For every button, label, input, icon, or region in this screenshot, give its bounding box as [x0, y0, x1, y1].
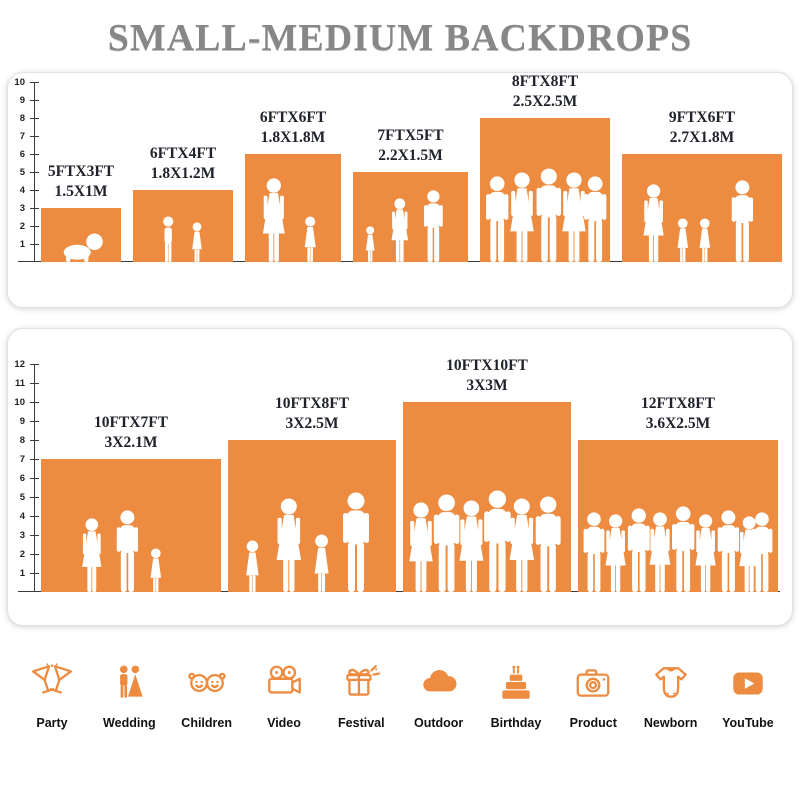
backdrop-item: 6FTX4FT 1.8X1.2M: [133, 144, 233, 262]
birthday-icon: [495, 662, 537, 709]
size-ft: 6FTX6FT: [259, 109, 327, 127]
category-label: YouTube: [722, 716, 774, 730]
backdrop-item: 9FTX6FT 2.7X1.8M: [622, 108, 782, 262]
people-silhouette-icon: [365, 190, 443, 262]
size-label: 10FTX10FT 3X3M: [446, 356, 528, 395]
size-m: 2.7X1.8M: [669, 128, 735, 146]
size-label: 12FTX8FT 3.6X2.5M: [641, 394, 715, 433]
ruler-axis: 1 2 3 4 5 6 7 8 9 10 11 12: [14, 359, 39, 592]
video-icon: [263, 662, 305, 709]
backdrop-item: 7FTX5FT 2.2X1.5M: [353, 126, 468, 262]
category-product: Product: [565, 662, 621, 730]
size-ft: 10FTX8FT: [274, 395, 350, 413]
backdrop-bar: [41, 459, 221, 592]
category-label: Festival: [338, 716, 385, 730]
wedding-icon: [108, 662, 150, 709]
size-label: 10FTX7FT 3X2.1M: [94, 413, 168, 452]
category-label: Wedding: [103, 716, 156, 730]
people-silhouette-icon: [583, 506, 773, 592]
size-ft: 7FTX5FT: [377, 127, 444, 145]
size-ft: 6FTX4FT: [149, 145, 217, 163]
ruler-axis: 1 2 3 4 5 6 7 8 9 10: [14, 77, 39, 262]
size-ft: 12FTX8FT: [640, 395, 716, 413]
category-label: Video: [267, 716, 301, 730]
youtube-icon: [727, 662, 769, 709]
backdrop-item: 6FTX6FT 1.8X1.8M: [245, 108, 341, 262]
backdrop-item: 8FTX8FT 2.5X2.5M: [480, 72, 610, 262]
size-m: 1.8X1.2M: [150, 164, 216, 182]
outdoor-icon: [418, 662, 460, 709]
people-silhouette-icon: [82, 510, 162, 592]
size-ft: 10FTX10FT: [446, 357, 528, 375]
festival-icon: [340, 662, 382, 709]
panel-medium-backdrops: 1 2 3 4 5 6 7 8 9 10 11 12 10FTX7FT 3X2.1M 10FTX8FT…: [7, 328, 793, 626]
backdrop-item: 5FTX3FT 1.5X1M: [41, 162, 121, 262]
size-m: 3X2.5M: [285, 414, 339, 432]
category-row: Party Wedding: [0, 662, 800, 730]
people-silhouette-icon: [486, 168, 607, 262]
people-silhouette-icon: [643, 180, 754, 262]
size-ft: 9FTX6FT: [668, 109, 736, 127]
category-festival: Festival: [333, 662, 389, 730]
category-label: Birthday: [490, 716, 542, 730]
backdrop-item: 10FTX10FT 3X3M: [403, 356, 571, 592]
category-party: Party: [24, 662, 80, 730]
size-label: 7FTX5FT 2.2X1.5M: [377, 126, 443, 165]
bars-row: 10FTX7FT 3X2.1M 10FTX8FT 3X2.5M: [41, 356, 778, 592]
children-icon: [186, 662, 228, 709]
size-m: 1.8X1.8M: [260, 128, 326, 146]
size-label: 8FTX8FT 2.5X2.5M: [512, 72, 578, 111]
category-newborn: Newborn: [643, 662, 699, 730]
category-outdoor: Outdoor: [411, 662, 467, 730]
size-m: 3X2.1M: [104, 433, 158, 451]
panel-small-backdrops: 1 2 3 4 5 6 7 8 9 10 5FTX3FT 1.5X1M 6FTX4FT 1.8X1…: [7, 72, 793, 308]
category-label: Party: [36, 716, 68, 730]
backdrop-bar: [245, 154, 341, 262]
category-wedding: Wedding: [101, 662, 157, 730]
backdrop-bar: [133, 190, 233, 262]
category-label: Product: [569, 716, 617, 730]
backdrop-bar: [403, 402, 571, 592]
category-birthday: Birthday: [488, 662, 544, 730]
people-silhouette-icon: [246, 492, 369, 592]
people-silhouette-icon: [409, 490, 561, 592]
size-ft: 10FTX7FT: [93, 414, 169, 432]
category-video: Video: [256, 662, 312, 730]
backdrop-item: 10FTX8FT 3X2.5M: [228, 394, 396, 592]
category-label: Newborn: [643, 716, 698, 730]
party-icon: [31, 662, 73, 709]
category-label: Outdoor: [413, 716, 464, 730]
size-ft: 5FTX3FT: [47, 163, 115, 181]
size-label: 6FTX4FT 1.8X1.2M: [150, 144, 216, 183]
backdrop-bar: [622, 154, 782, 262]
category-youtube: YouTube: [720, 662, 776, 730]
backdrop-bar: [480, 118, 610, 262]
size-label: 6FTX6FT 1.8X1.8M: [260, 108, 326, 147]
size-m: 1.5X1M: [54, 182, 108, 200]
people-silhouette-icon: [262, 178, 316, 262]
category-children: Children: [179, 662, 235, 730]
size-ft: 8FTX8FT: [511, 73, 579, 91]
size-m: 3X3M: [466, 376, 508, 394]
size-label: 9FTX6FT 2.7X1.8M: [669, 108, 735, 147]
people-silhouette-icon: [63, 233, 103, 262]
backdrop-bar: [41, 208, 121, 262]
people-silhouette-icon: [163, 216, 202, 262]
backdrop-item: 12FTX8FT 3.6X2.5M: [578, 394, 778, 592]
size-m: 2.2X1.5M: [378, 146, 443, 164]
bars-row: 5FTX3FT 1.5X1M 6FTX4FT 1.8X1.2M: [41, 72, 782, 262]
backdrop-bar: [353, 172, 468, 262]
product-icon: [572, 662, 614, 709]
backdrop-bar: [578, 440, 778, 592]
size-m: 2.5X2.5M: [512, 92, 578, 110]
size-label: 10FTX8FT 3X2.5M: [275, 394, 349, 433]
baseline: [18, 591, 780, 592]
page-title: SMALL-MEDIUM BACKDROPS: [107, 17, 693, 59]
backdrop-item: 10FTX7FT 3X2.1M: [41, 413, 221, 592]
backdrop-bar: [228, 440, 396, 592]
size-label: 5FTX3FT 1.5X1M: [48, 162, 114, 201]
newborn-icon: [650, 662, 692, 709]
category-label: Children: [181, 716, 232, 730]
size-m: 3.6X2.5M: [645, 414, 711, 432]
